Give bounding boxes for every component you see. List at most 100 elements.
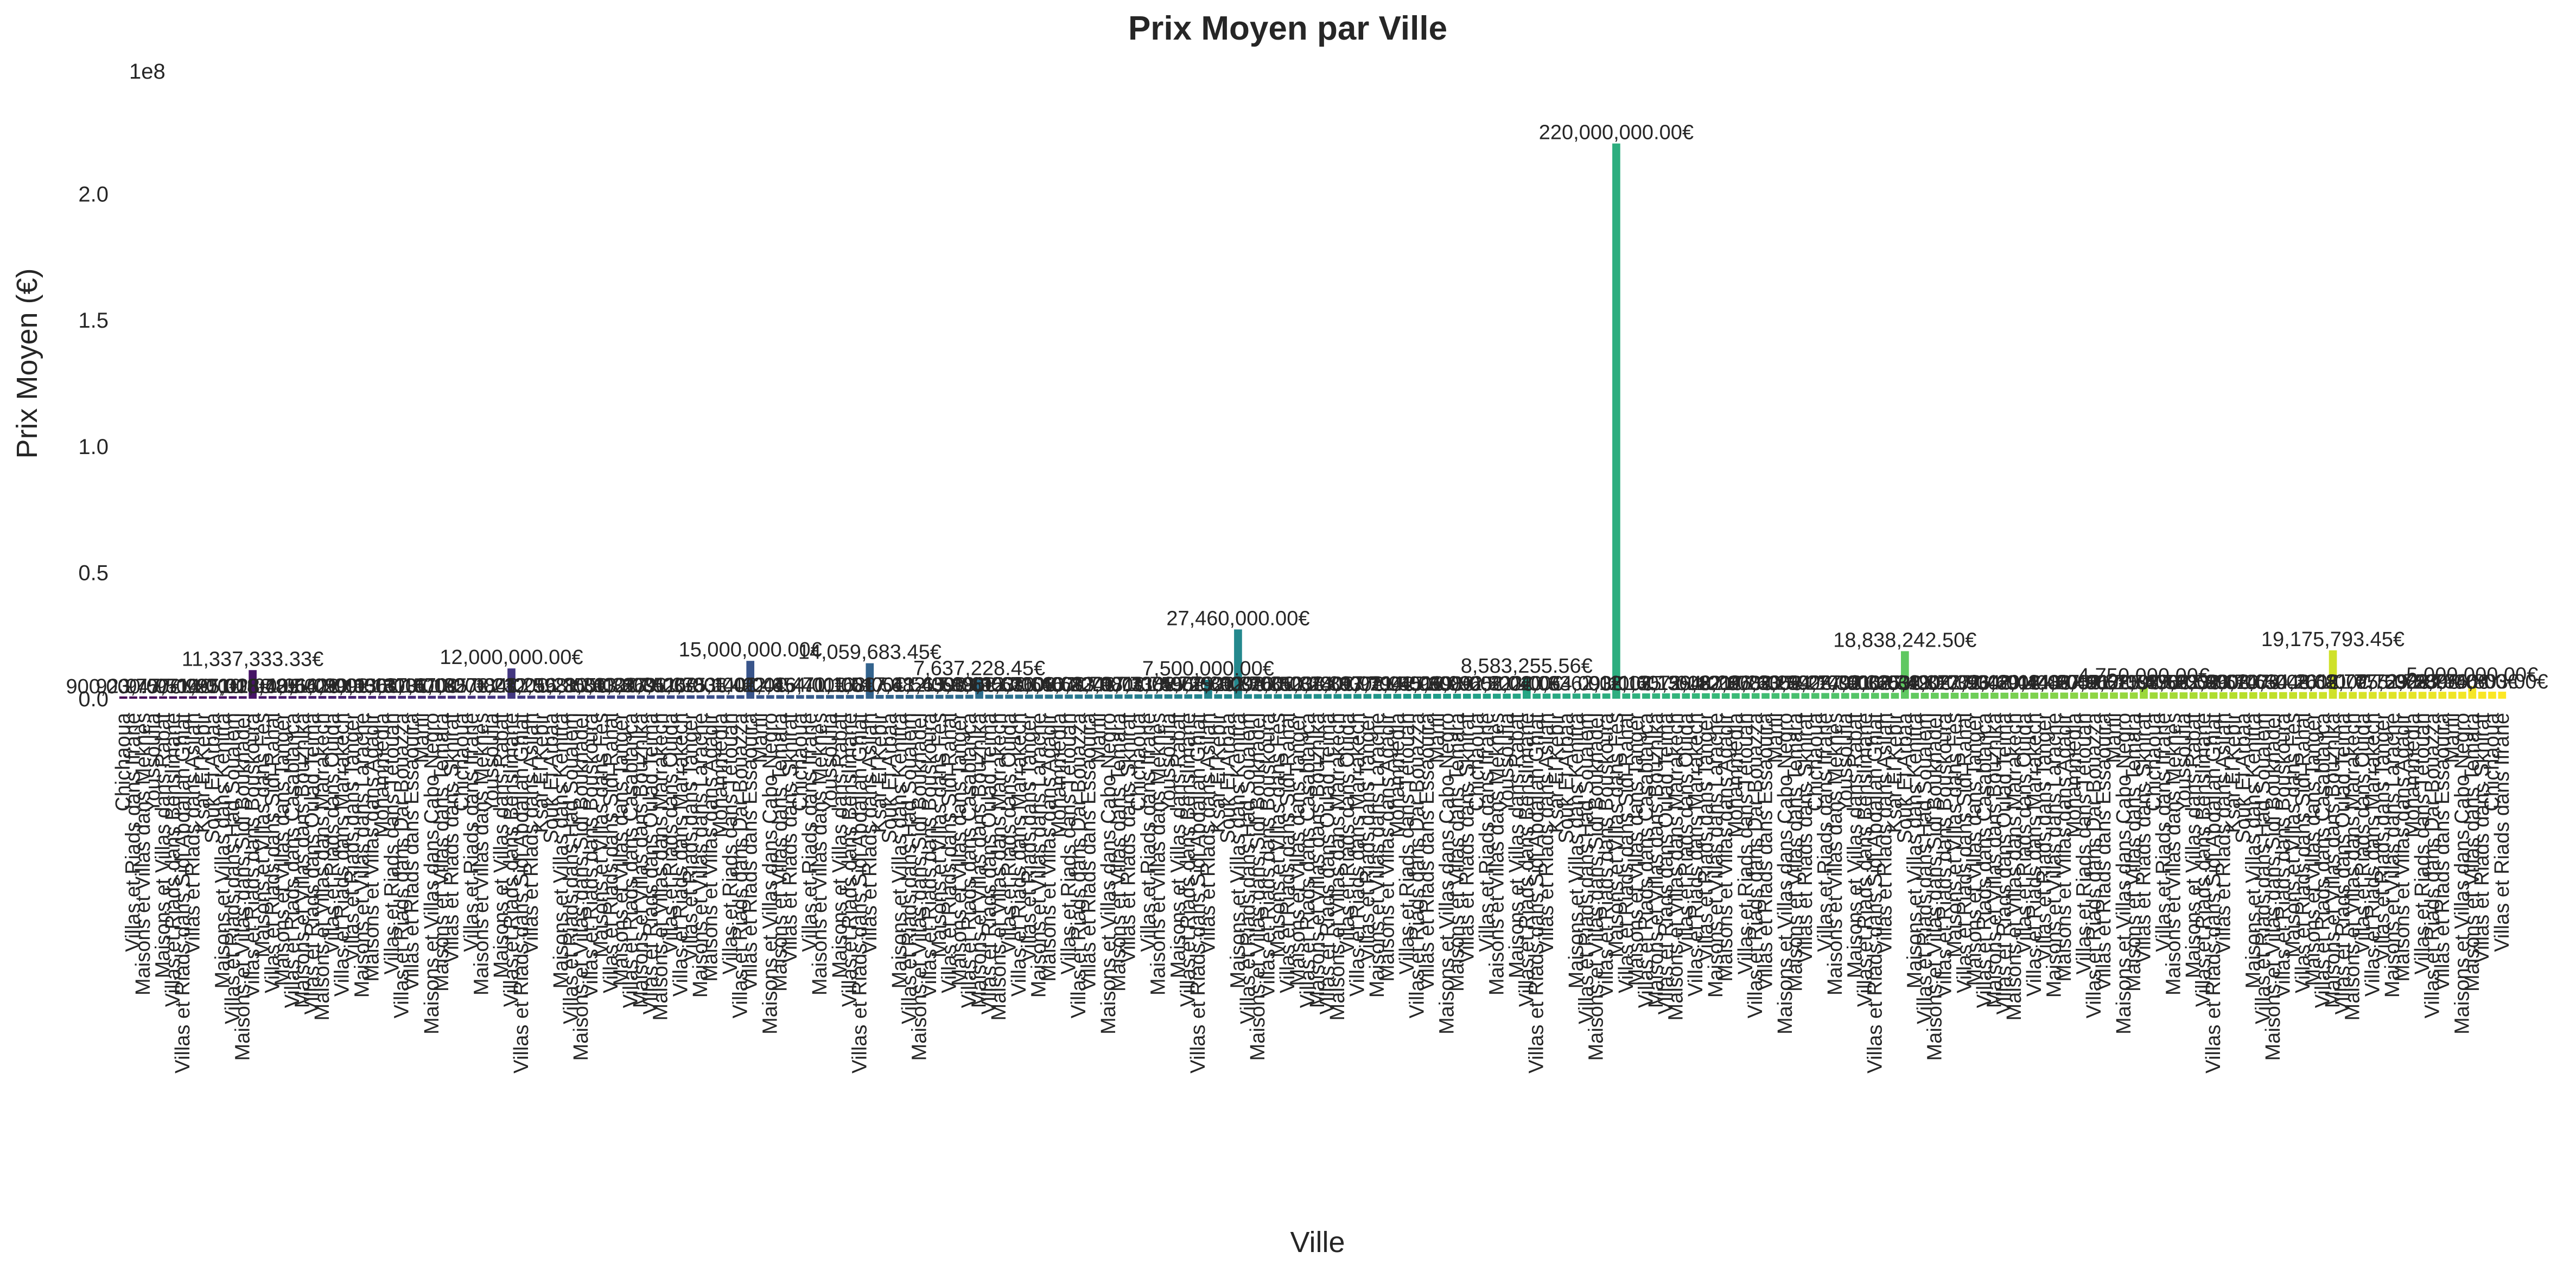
bar-series [119, 143, 2507, 699]
bar [1532, 693, 1541, 699]
bar-value-label: 1,303,869.00€ [565, 674, 697, 697]
bar-value-label: 1,731,495.00€ [1102, 673, 1234, 696]
bar [2090, 692, 2098, 699]
chart-title: Prix Moyen par Ville [1128, 10, 1447, 47]
x-tick-label: Villas et Riads dans Tanger [1695, 713, 1718, 962]
x-tick-label: Villas et Riads dans Bouskoura [241, 712, 264, 998]
bar-value-label: 1,779,009.00€ [1162, 673, 1294, 696]
bar [228, 696, 237, 699]
x-tick-label: Youssoufia [142, 712, 164, 813]
x-tick-label: Maisons et Villas dans Larache [1028, 713, 1051, 998]
x-tick-label: Villas et Riads dans Benslimane [500, 713, 523, 1007]
x-tick-label: Villas et Riads dans Ifrane [799, 713, 822, 952]
x-tick-label: Maisons et Villas dans Temara [430, 712, 453, 992]
bar [1920, 693, 1929, 699]
bar-value-label: 19,175,793.45€ [2261, 628, 2405, 651]
bar [975, 679, 983, 699]
bar [1294, 694, 1302, 699]
x-tick-label: Villas et Riads dans Oulad Teima [639, 712, 662, 1014]
x-tick-label: Martil [2103, 713, 2126, 763]
x-tick-label: Villas et Riads dans Asilah [2212, 713, 2235, 954]
x-tick-label: Maisons et Villas dans Meknès [1147, 713, 1170, 995]
x-tick-label: Maisons et Villas dans Temara [2122, 712, 2145, 992]
bar [1572, 693, 1581, 699]
bar [1065, 694, 1073, 699]
bar-value-label: 2,753,046.00€ [2387, 671, 2518, 693]
bar [1801, 693, 1810, 699]
x-tick-label: Maisons et Villas dans Agadir [1714, 713, 1737, 982]
bar-value-label: 1,802,766.00€ [1192, 673, 1324, 696]
bar [1961, 693, 1969, 699]
x-tick-label: Ksar El Kebir [1207, 713, 1230, 833]
bar [2478, 692, 2486, 699]
x-tick-label: Souk El Arbaa [1217, 712, 1239, 844]
bar [1861, 693, 1869, 699]
x-tick-label: Maisons et Villas dans Kenitra [212, 712, 234, 988]
bar-value-label: 1,683,981.00€ [1042, 673, 1174, 696]
bar [2239, 692, 2248, 699]
bar-value-label: 2,562,990.00€ [2147, 671, 2279, 694]
x-tick-label: Maisons et Villas dans Kenitra [888, 712, 911, 988]
bar [368, 695, 377, 699]
x-tick-label: Villas et Riads dans Oulad Teima [2331, 712, 2354, 1014]
x-tick-label: Villas et Riads dans Skhirat [1794, 713, 1817, 963]
bar [1373, 694, 1382, 699]
bar [1343, 694, 1352, 699]
y-axis-ticks: 0.0 0.5 1.0 1.5 2.0 [78, 183, 109, 711]
x-tick-label: Villas et Riads dans Tanger [679, 713, 702, 962]
x-tick-label: Maisons et Villas dans Bouznika [1983, 712, 2006, 1008]
bar-value-label: 2,444,205.00€ [1998, 672, 2130, 694]
x-tick-label: Villas et Riads dans Tanger [1017, 713, 1040, 962]
bar [1194, 694, 1203, 699]
x-tick-label: Villas et Riads dans Ifrane [2491, 713, 2514, 952]
x-tick-label: Villas et Riads dans Had Soualem [1575, 713, 1598, 1024]
x-tick-label: Villas et Riads dans Ifrane [2152, 713, 2175, 952]
bar [1941, 693, 1949, 699]
bar [2468, 686, 2477, 699]
bar-value-label: 947,514.00€ [126, 675, 240, 698]
bar [676, 695, 685, 699]
bar [1592, 693, 1601, 699]
bar [1712, 693, 1720, 699]
x-tick-label: Villas et Riads dans Sidi Rahal [2292, 713, 2314, 993]
x-tick-label: Maisons et Villas dans Agadir [1376, 713, 1399, 982]
y-axis-offset-text: 1e8 [129, 60, 166, 84]
bar-value-label: 2,135,364.00€ [1610, 672, 1742, 695]
bar-value-label: 1,042,542.00€ [237, 675, 368, 698]
x-tick-label: Villas et Riads dans Casablanca [1973, 712, 1996, 1008]
bar [1791, 693, 1799, 699]
bar [616, 695, 625, 699]
bar-value-label: 220,000,000.00€ [1539, 122, 1694, 144]
x-tick-label: Martil [1764, 713, 1787, 763]
bar-value-label: 2,040,336.00€ [1491, 673, 1623, 695]
x-tick-label: Villas et Riads dans Ifrane [460, 713, 483, 952]
bar [905, 694, 914, 699]
bar [1950, 693, 1959, 699]
x-tick-label: Maisons et Villas dans Kenitra [550, 712, 573, 988]
bar [2498, 692, 2507, 699]
x-tick-label: Maisons et Villas dans Bouznika [629, 712, 652, 1008]
bar [2070, 692, 2078, 699]
x-tick-label: Villas et Riads dans Sidi Rahal [600, 713, 622, 993]
bar [657, 695, 665, 699]
x-tick-label: Villas et Riads dans Marrakech [669, 713, 692, 997]
bar [1084, 694, 1093, 699]
x-tick-label: Villas et Riads dans Sidi Rahal [1276, 713, 1299, 993]
bar [2299, 692, 2307, 699]
bar [199, 696, 207, 699]
x-tick-label: Villas et Riads dans Bouskoura [580, 712, 602, 998]
x-tick-label: Villas et Riads dans Benslimane [1854, 713, 1877, 1007]
x-tick-label: Villas et Riads dans Tanger [2033, 713, 2056, 962]
bar [2209, 692, 2218, 699]
bar-value-label: 1,018,785.00€ [207, 675, 339, 698]
bar [1622, 693, 1631, 699]
x-tick-label: Villas et Riads dans Asilah [1197, 713, 1219, 954]
x-tick-label: Maisons et Villas dans Cabo Negro [1436, 713, 1459, 1035]
x-tick-label: Villas et Riads dans Essaouira [2431, 712, 2454, 991]
x-tick-label: Maisons et Villas dans Sidi Bouknadel [1246, 713, 1269, 1061]
x-tick-label: Villas et Riads dans Sidi Rahal [261, 713, 284, 993]
x-tick-label: Chichaoua [1804, 712, 1827, 812]
bar [2170, 692, 2178, 699]
bar [1015, 694, 1023, 699]
bar [1413, 694, 1421, 699]
